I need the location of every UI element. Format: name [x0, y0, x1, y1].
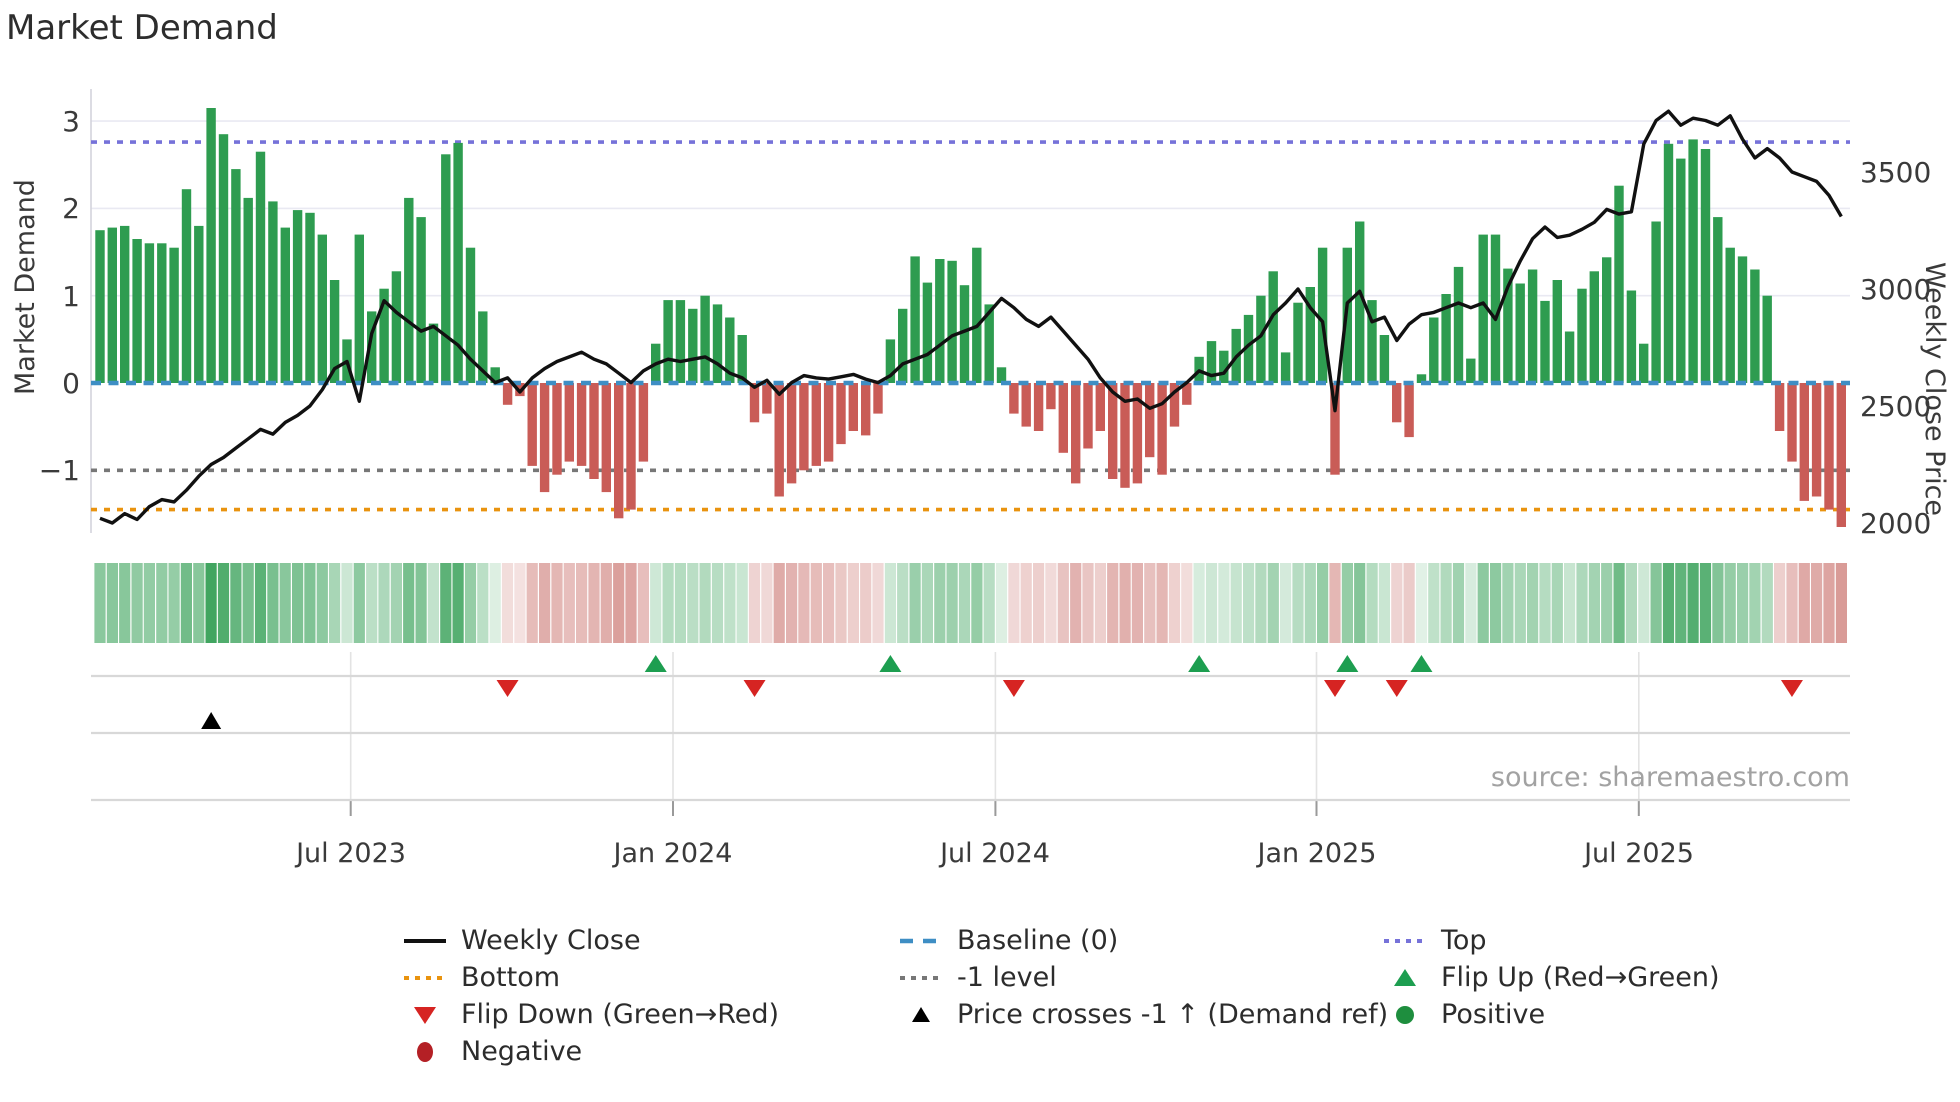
triangle-up-icon — [898, 1004, 944, 1026]
right-axis-tick: 2500 — [1860, 390, 1932, 423]
flip-up-marker-icon — [879, 655, 902, 672]
dotted-line-icon — [402, 967, 448, 989]
legend-label: Flip Down (Green→Red) — [461, 999, 780, 1030]
circle-icon — [402, 1041, 448, 1063]
legend-label: Baseline (0) — [957, 925, 1119, 956]
legend-label: Bottom — [461, 962, 561, 993]
left-axis-tick: −1 — [38, 454, 80, 487]
flip-down-marker-icon — [1324, 680, 1346, 697]
legend-label: -1 level — [957, 962, 1057, 993]
signal-band — [91, 652, 1850, 816]
left-axis-tick: 2 — [62, 192, 80, 225]
left-axis-tick: 0 — [62, 367, 80, 400]
page-title: Market Demand — [6, 8, 278, 48]
triangle-down-icon — [402, 1004, 448, 1026]
legend-label: Weekly Close — [461, 925, 641, 956]
flip-up-marker-icon — [1410, 655, 1433, 672]
x-axis-tick: Jul 2024 — [940, 838, 1050, 869]
legend-item-negative: Negative — [402, 1037, 582, 1067]
price-cross-marker-icon — [201, 712, 222, 729]
intensity-heatmap — [94, 563, 1847, 643]
right-axis-tick: 3500 — [1860, 156, 1932, 189]
dashed-line-icon — [898, 930, 944, 952]
circle-icon — [1382, 1004, 1428, 1026]
left-axis-tick: 3 — [62, 105, 80, 138]
legend-item-weekly-close: Weekly Close — [402, 926, 641, 956]
source-attribution: source: sharemaestro.com — [1490, 762, 1850, 793]
demand-bars — [95, 108, 1846, 527]
flip-down-marker-icon — [1002, 680, 1025, 697]
right-axis-tick: 2000 — [1860, 507, 1932, 540]
left-axis-tick: 1 — [62, 280, 80, 313]
legend-label: Price crosses -1 ↑ (Demand ref) — [957, 999, 1389, 1030]
dotted-line-icon — [1382, 930, 1428, 952]
x-axis-tick: Jan 2025 — [1257, 838, 1377, 869]
flip-up-marker-icon — [644, 655, 667, 672]
flip-down-marker-icon — [1385, 680, 1408, 697]
flip-down-marker-icon — [1780, 680, 1803, 697]
flip-up-marker-icon — [1336, 655, 1359, 672]
dotted-line-icon — [898, 967, 944, 989]
legend-item-price-cross: Price crosses -1 ↑ (Demand ref) — [898, 1000, 1388, 1030]
signal-markers — [201, 655, 1803, 729]
x-axis-tick: Jan 2024 — [613, 838, 733, 869]
x-axis-tick: Jul 2023 — [296, 838, 406, 869]
legend-item-flip-up: Flip Up (Red→Green) — [1382, 963, 1720, 993]
legend-item-flip-down: Flip Down (Green→Red) — [402, 1000, 779, 1030]
right-axis-tick: 3000 — [1860, 273, 1932, 306]
legend-item-minus-one-level: -1 level — [898, 963, 1057, 993]
x-axis-tick: Jul 2025 — [1584, 838, 1694, 869]
triangle-up-icon — [1382, 967, 1428, 989]
legend-label: Negative — [461, 1036, 583, 1067]
legend-label: Flip Up (Red→Green) — [1441, 962, 1720, 993]
legend-item-top: Top — [1382, 926, 1487, 956]
solid-line-icon — [402, 930, 448, 952]
legend-item-baseline: Baseline (0) — [898, 926, 1118, 956]
weekly-close-price-line — [99, 109, 1843, 525]
legend-item-bottom: Bottom — [402, 963, 560, 993]
legend-item-positive: Positive — [1382, 1000, 1545, 1030]
legend-label: Positive — [1441, 999, 1546, 1030]
flip-down-marker-icon — [496, 680, 519, 697]
legend-label: Top — [1441, 925, 1487, 956]
flip-up-marker-icon — [1188, 655, 1211, 672]
flip-down-marker-icon — [743, 680, 766, 697]
